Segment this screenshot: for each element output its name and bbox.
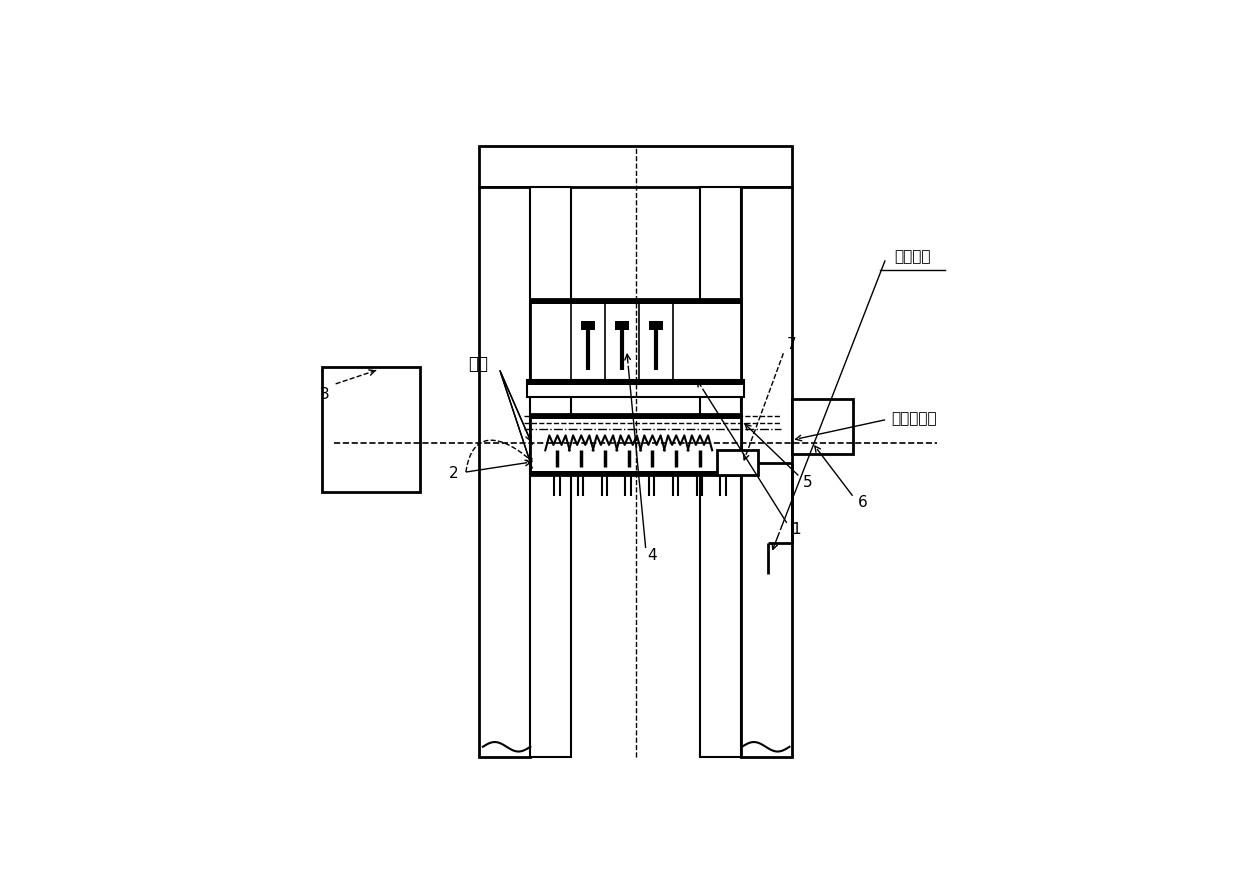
Text: 7: 7 <box>786 337 796 352</box>
Bar <box>699 187 740 757</box>
Bar <box>322 366 420 492</box>
Bar <box>717 449 758 476</box>
Text: 6: 6 <box>858 495 868 510</box>
Text: 5: 5 <box>804 475 812 490</box>
Text: 燃气管道: 燃气管道 <box>894 248 930 263</box>
Bar <box>582 322 595 329</box>
Bar <box>649 322 662 329</box>
Text: 1: 1 <box>791 522 801 537</box>
Bar <box>531 414 740 419</box>
Bar <box>480 146 791 187</box>
Bar <box>527 381 744 384</box>
Bar <box>791 399 853 454</box>
Bar <box>527 381 744 397</box>
Text: 轧制线标高: 轧制线标高 <box>890 411 936 426</box>
Bar <box>531 470 740 476</box>
Text: 3: 3 <box>320 387 330 402</box>
Text: 4: 4 <box>647 548 657 563</box>
Bar <box>531 414 740 476</box>
Bar <box>531 187 572 757</box>
Bar <box>740 187 791 757</box>
Bar <box>531 299 740 305</box>
Bar <box>615 322 629 329</box>
Bar <box>531 299 740 381</box>
Text: 2: 2 <box>449 466 459 481</box>
Bar <box>480 187 531 757</box>
Text: 轧辊: 轧辊 <box>469 354 489 373</box>
